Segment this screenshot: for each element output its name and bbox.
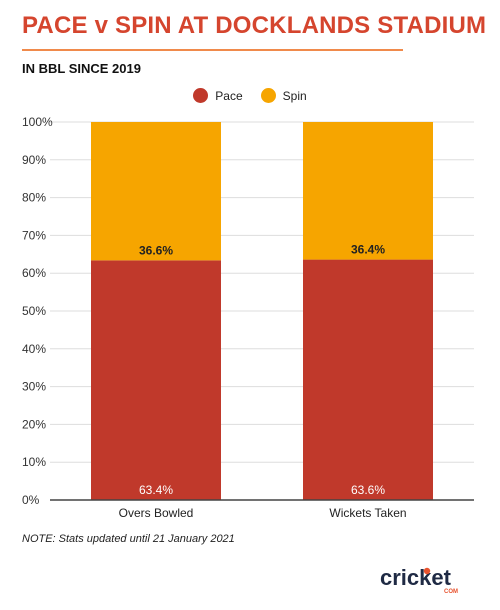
x-tick-label: Overs Bowled xyxy=(119,506,194,520)
bar-pace xyxy=(303,259,433,500)
cricket-com-logo: cricket COM xyxy=(380,565,458,595)
chart-legend: Pace Spin xyxy=(0,88,500,103)
y-tick-label: 60% xyxy=(22,266,46,280)
y-tick-label: 90% xyxy=(22,153,46,167)
y-tick-label: 20% xyxy=(22,417,46,431)
legend-label-pace: Pace xyxy=(215,88,243,103)
y-tick-label: 30% xyxy=(22,380,46,394)
legend-swatch-pace xyxy=(193,88,209,103)
y-tick-label: 40% xyxy=(22,342,46,356)
data-label-pace: 63.4% xyxy=(139,483,173,497)
chart-subtitle: IN BBL SINCE 2019 xyxy=(22,61,141,76)
y-tick-label: 70% xyxy=(22,228,46,242)
stats-note: NOTE: Stats updated until 21 January 202… xyxy=(22,533,235,545)
legend-label-spin: Spin xyxy=(282,88,307,103)
logo-subtext: COM xyxy=(444,589,458,595)
legend-item-spin: Spin xyxy=(260,88,307,103)
y-tick-label: 100% xyxy=(22,115,53,129)
title-underline xyxy=(22,49,403,51)
data-label-spin: 36.4% xyxy=(351,243,385,257)
legend-swatch-spin xyxy=(260,88,276,103)
logo-wordmark: cricket xyxy=(380,565,452,590)
y-tick-label: 0% xyxy=(22,493,40,507)
y-tick-label: 50% xyxy=(22,304,46,318)
chart-title: PACE v SPIN AT DOCKLANDS STADIUM xyxy=(22,12,487,39)
stacked-bar-chart: 0% 10% 20% 30% 40% 50% 60% 70% 80% 90% 100% 63.4% 36… xyxy=(22,115,474,520)
data-label-spin: 36.6% xyxy=(139,243,173,257)
logo-dot xyxy=(423,567,431,575)
bar-spin xyxy=(303,122,433,260)
data-label-pace: 63.6% xyxy=(351,483,385,497)
legend-item-pace: Pace xyxy=(193,88,243,103)
y-tick-label: 80% xyxy=(22,191,46,205)
bar-pace xyxy=(91,260,221,500)
bar-spin xyxy=(91,122,221,261)
x-tick-label: Wickets Taken xyxy=(329,506,406,520)
y-tick-label: 10% xyxy=(22,455,46,469)
